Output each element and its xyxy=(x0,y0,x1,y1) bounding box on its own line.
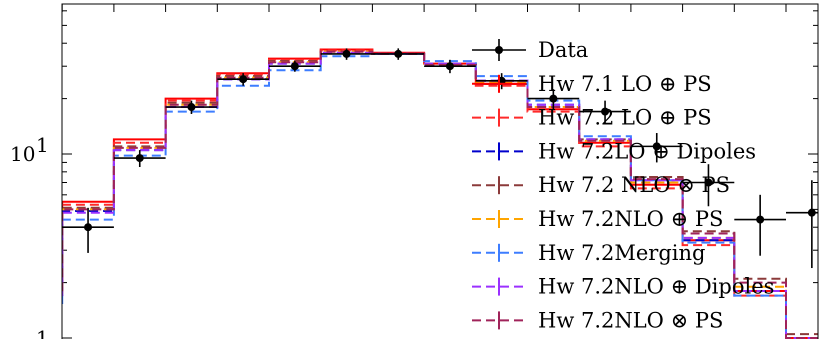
legend-label: Data xyxy=(538,38,588,62)
legend-label: Hw 7.1 LO ⊕ PS xyxy=(538,72,712,96)
axis-ticks xyxy=(61,4,818,339)
data-point xyxy=(527,89,580,110)
legend-label: Hw 7.2NLO ⊕ PS xyxy=(538,207,723,231)
legend-entry: Hw 7.2Merging xyxy=(472,241,705,265)
data-marker xyxy=(704,178,713,187)
data-marker xyxy=(342,49,351,58)
data-marker xyxy=(239,75,248,84)
data-marker xyxy=(394,49,403,58)
legend-label: Hw 7.2LO ⊕ Dipoles xyxy=(538,139,756,163)
data-marker xyxy=(549,94,558,103)
tick-labels: 110 1 xyxy=(10,133,49,339)
legend-label: Hw 7.2Merging xyxy=(538,241,705,265)
series-7 xyxy=(62,50,818,339)
data-marker xyxy=(290,62,299,71)
data-marker xyxy=(652,142,661,151)
legend-label: Hw 7.2NLO ⊕ Dipoles xyxy=(538,275,774,299)
data-marker xyxy=(187,103,196,112)
legend-label: Hw 7.2 LO ⊕ PS xyxy=(538,106,712,130)
y-tick-label: 1 xyxy=(36,326,49,339)
data-point xyxy=(372,48,425,60)
legend-label: Hw 7.2 NLO ⊗ PS xyxy=(538,173,730,197)
data-marker xyxy=(445,62,454,71)
data-point xyxy=(269,61,321,72)
plot-frame xyxy=(61,3,819,339)
data-point xyxy=(682,164,735,207)
data-point xyxy=(579,100,631,125)
legend-entry: Hw 7.2 LO ⊕ PS xyxy=(472,106,712,130)
y-tick-exponent: 1 xyxy=(36,133,49,157)
data-point xyxy=(424,59,476,74)
data-marker xyxy=(135,154,144,163)
legend-entry: Hw 7.2LO ⊕ Dipoles xyxy=(472,139,756,163)
data-point xyxy=(165,100,218,114)
data-point xyxy=(113,150,166,167)
data-marker xyxy=(601,107,610,116)
series-layer xyxy=(62,48,818,339)
legend-entry: Hw 7.2NLO ⊕ Dipoles xyxy=(472,275,774,299)
data-point xyxy=(630,133,683,163)
data-point xyxy=(62,207,114,253)
data-marker xyxy=(807,208,816,217)
series-line xyxy=(62,50,818,339)
legend-entry: Data xyxy=(472,38,588,62)
legend-entry: Hw 7.2NLO ⊗ PS xyxy=(472,308,723,332)
legend-entry: Hw 7.2 NLO ⊗ PS xyxy=(472,173,730,197)
data-point xyxy=(320,48,373,60)
data-marker xyxy=(84,223,93,232)
legend-entry: Hw 7.2NLO ⊕ PS xyxy=(472,207,723,231)
y-tick-label: 10 xyxy=(10,142,35,166)
legend-label: Hw 7.2NLO ⊗ PS xyxy=(538,308,723,332)
data-marker xyxy=(32,313,40,321)
data-marker xyxy=(756,215,765,224)
data-point xyxy=(786,180,818,269)
legend: Data Hw 7.1 LO ⊕ PS Hw 7.2 LO ⊕ PS Hw 7.2LO… xyxy=(472,38,774,332)
data-point xyxy=(217,73,269,86)
legend-entry: Hw 7.1 LO ⊕ PS xyxy=(472,72,712,96)
legend-swatch-marker xyxy=(495,46,503,54)
data-point xyxy=(734,194,786,256)
